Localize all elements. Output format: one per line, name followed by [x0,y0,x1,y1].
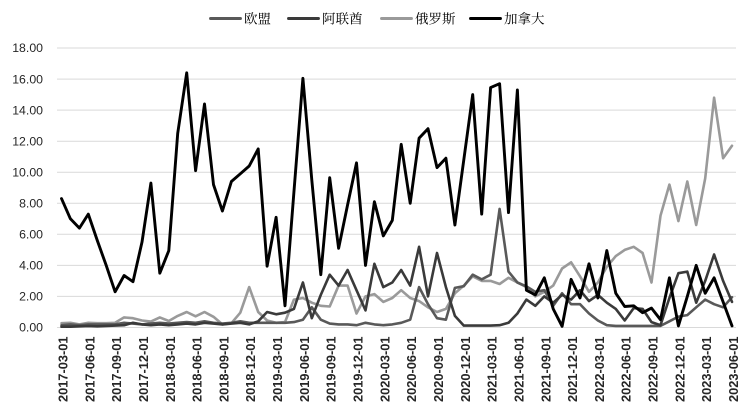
svg-text:2017-06-01: 2017-06-01 [82,337,97,402]
svg-text:2022-12-01: 2022-12-01 [672,337,687,402]
svg-text:4.00: 4.00 [19,259,43,273]
svg-text:14.00: 14.00 [12,103,43,117]
svg-text:0.00: 0.00 [19,321,43,335]
svg-text:2017-12-01: 2017-12-01 [136,337,151,402]
svg-text:2018-06-01: 2018-06-01 [190,337,205,402]
svg-text:8.00: 8.00 [19,197,43,211]
svg-text:16.00: 16.00 [12,72,43,86]
svg-text:18.00: 18.00 [12,41,43,55]
svg-text:2018-12-01: 2018-12-01 [243,337,258,402]
svg-text:10.00: 10.00 [12,165,43,179]
svg-text:2023-06-01: 2023-06-01 [726,337,741,402]
svg-text:2018-03-01: 2018-03-01 [163,337,178,402]
svg-text:2019-12-01: 2019-12-01 [350,337,365,402]
svg-text:12.00: 12.00 [12,134,43,148]
svg-text:2022-06-01: 2022-06-01 [619,337,634,402]
svg-text:2022-03-01: 2022-03-01 [592,337,607,402]
svg-text:2021-03-01: 2021-03-01 [485,336,500,401]
svg-text:2019-06-01: 2019-06-01 [297,337,312,402]
svg-text:2021-06-01: 2021-06-01 [511,337,526,402]
svg-text:2.00: 2.00 [19,290,43,304]
svg-text:2020-12-01: 2020-12-01 [458,337,473,402]
svg-text:2017-03-01: 2017-03-01 [55,337,70,402]
svg-text:6.00: 6.00 [19,228,43,242]
svg-text:2019-03-01: 2019-03-01 [270,337,285,402]
svg-text:2018-09-01: 2018-09-01 [216,337,231,402]
svg-text:2020-03-01: 2020-03-01 [377,337,392,402]
svg-text:2022-09-01: 2022-09-01 [645,337,660,402]
svg-text:2021-09-01: 2021-09-01 [538,337,553,402]
svg-text:2019-09-01: 2019-09-01 [324,337,339,402]
svg-text:2020-09-01: 2020-09-01 [431,337,446,402]
svg-text:2023-03-01: 2023-03-01 [699,337,714,402]
svg-text:2017-09-01: 2017-09-01 [109,337,124,402]
svg-text:2021-12-01: 2021-12-01 [565,337,580,402]
svg-text:2020-06-01: 2020-06-01 [404,337,419,402]
